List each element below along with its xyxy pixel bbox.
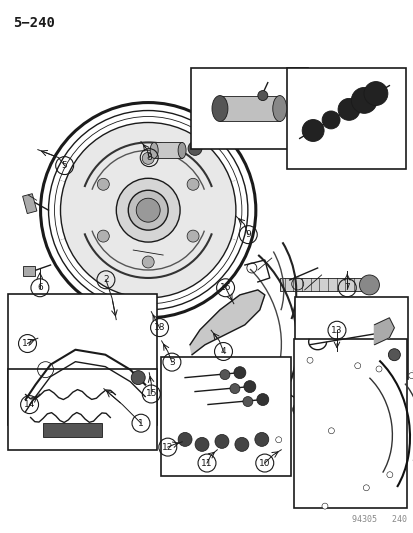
- Text: 10: 10: [259, 458, 270, 467]
- Ellipse shape: [150, 142, 158, 158]
- Circle shape: [214, 434, 228, 448]
- Bar: [279, 278, 368, 291]
- Circle shape: [187, 179, 199, 190]
- Circle shape: [363, 82, 387, 106]
- Text: 9: 9: [245, 230, 251, 239]
- Text: 8: 8: [146, 153, 152, 162]
- Circle shape: [358, 275, 378, 295]
- Circle shape: [234, 438, 248, 451]
- Circle shape: [321, 111, 339, 129]
- Circle shape: [116, 179, 180, 242]
- Text: 18: 18: [153, 323, 165, 332]
- Circle shape: [275, 437, 281, 443]
- Circle shape: [242, 397, 252, 407]
- Circle shape: [243, 381, 255, 393]
- Bar: [154, 142, 182, 158]
- Bar: [43, 424, 102, 438]
- Circle shape: [256, 393, 268, 406]
- Text: 11: 11: [201, 458, 212, 467]
- Circle shape: [233, 367, 245, 378]
- Circle shape: [229, 384, 239, 393]
- Circle shape: [363, 485, 368, 491]
- Circle shape: [142, 256, 154, 268]
- Circle shape: [351, 87, 376, 114]
- Bar: [23, 266, 35, 276]
- Polygon shape: [373, 318, 394, 345]
- Text: 7: 7: [344, 283, 349, 292]
- Text: 94305   240: 94305 240: [351, 515, 406, 524]
- Text: 14: 14: [24, 400, 35, 409]
- Circle shape: [60, 123, 235, 298]
- Circle shape: [142, 152, 154, 164]
- Circle shape: [408, 373, 413, 378]
- Circle shape: [337, 99, 359, 120]
- Circle shape: [321, 503, 327, 509]
- Text: 5: 5: [62, 161, 67, 170]
- Polygon shape: [190, 290, 264, 354]
- Circle shape: [97, 230, 109, 242]
- Text: 6: 6: [37, 283, 43, 292]
- FancyBboxPatch shape: [8, 369, 157, 450]
- Text: 15: 15: [145, 390, 157, 399]
- Text: 3: 3: [169, 358, 174, 367]
- Ellipse shape: [178, 142, 185, 158]
- Circle shape: [128, 190, 168, 230]
- Text: 13: 13: [330, 326, 342, 335]
- FancyBboxPatch shape: [293, 339, 406, 508]
- Circle shape: [328, 428, 334, 434]
- Ellipse shape: [211, 95, 228, 122]
- Bar: [219, 95, 279, 122]
- Circle shape: [292, 402, 306, 416]
- Text: 1: 1: [138, 419, 143, 427]
- Circle shape: [97, 179, 109, 190]
- Text: 2: 2: [103, 275, 109, 284]
- Circle shape: [219, 370, 229, 379]
- FancyBboxPatch shape: [161, 357, 290, 477]
- Circle shape: [306, 357, 312, 363]
- Bar: [23, 193, 37, 214]
- FancyBboxPatch shape: [190, 68, 307, 149]
- Circle shape: [188, 141, 202, 156]
- Circle shape: [257, 91, 267, 101]
- Circle shape: [301, 119, 323, 141]
- Circle shape: [387, 349, 399, 361]
- Text: 17: 17: [22, 339, 33, 348]
- FancyBboxPatch shape: [286, 68, 405, 169]
- Polygon shape: [26, 385, 36, 408]
- Circle shape: [386, 472, 392, 478]
- Circle shape: [254, 432, 268, 447]
- FancyBboxPatch shape: [294, 297, 407, 378]
- Text: 5−240: 5−240: [13, 16, 55, 30]
- Circle shape: [187, 230, 199, 242]
- Ellipse shape: [272, 95, 286, 122]
- Text: 16: 16: [219, 283, 231, 292]
- Circle shape: [131, 370, 145, 385]
- Circle shape: [375, 366, 381, 372]
- Text: 4: 4: [220, 347, 226, 356]
- FancyBboxPatch shape: [8, 294, 157, 425]
- Circle shape: [354, 363, 360, 369]
- Circle shape: [195, 438, 209, 451]
- Circle shape: [136, 198, 160, 222]
- Circle shape: [178, 432, 192, 447]
- Text: 12: 12: [162, 442, 173, 451]
